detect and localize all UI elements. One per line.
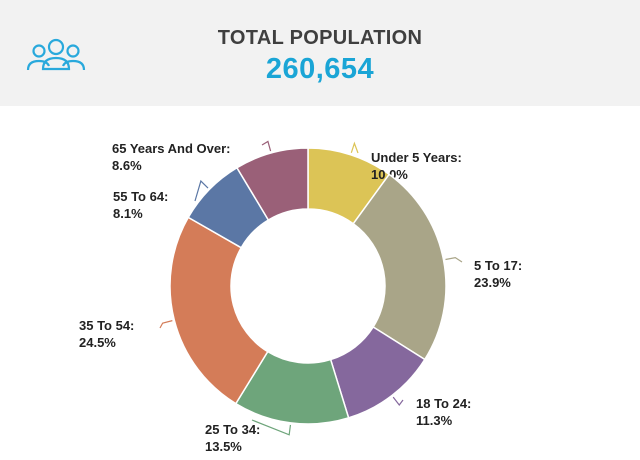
slice-category-label: 18 To 24: [416, 396, 471, 411]
slice-category-label: Under 5 Years: [371, 150, 462, 165]
total-population-value: 260,654 [265, 53, 375, 85]
slice-value-label: 24.5% [79, 335, 116, 350]
donut-slice [169, 216, 269, 405]
slice-category-label: 25 To 34: [205, 422, 260, 437]
leader-line [159, 320, 173, 329]
slice-category-label: 65 Years And Over: [112, 141, 231, 156]
leader-line [445, 256, 463, 263]
donut-slice [352, 173, 447, 361]
slice-category-label: 55 To 64: [113, 189, 168, 204]
donut-slice [235, 147, 309, 222]
leader-line [392, 396, 404, 407]
slice-value-label: 8.6% [112, 158, 142, 173]
slice-value-label: 8.1% [113, 206, 143, 221]
leader-line [194, 179, 209, 202]
slice-value-label: 11.3% [416, 413, 453, 428]
slice-value-label: 13.5% [205, 439, 242, 454]
leader-line [251, 419, 292, 436]
header-title: TOTAL POPULATION [217, 27, 423, 49]
leader-line [350, 141, 359, 154]
slice-value-label: 23.9% [474, 275, 511, 290]
summary-header: TOTAL POPULATION 260,654 [0, 0, 640, 106]
slice-category-label: 5 To 17: [474, 258, 522, 273]
slice-category-label: 35 To 54: [79, 318, 134, 333]
leader-line [261, 140, 272, 152]
people-group-icon [26, 38, 86, 71]
